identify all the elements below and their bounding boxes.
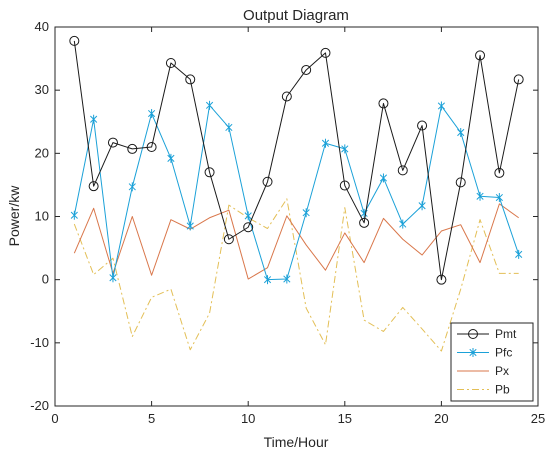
legend-item-pfc: Pfc: [457, 346, 512, 360]
data-point-pmt: [262, 176, 273, 187]
legend-label-pmt: Pmt: [495, 327, 517, 341]
data-point-pfc: [476, 191, 484, 201]
legend-item-px: Px: [457, 364, 509, 378]
x-tick-label: 15: [338, 411, 352, 426]
data-point-pfc: [109, 273, 117, 283]
y-tick-label: -20: [30, 398, 49, 413]
data-point-pfc: [148, 109, 156, 119]
legend-label-pfc: Pfc: [495, 346, 512, 360]
x-axis-title: Time/Hour: [264, 434, 329, 450]
data-point-pmt: [107, 137, 118, 148]
data-point-pmt: [397, 165, 408, 176]
data-point-pmt: [69, 35, 80, 46]
y-tick-label: 40: [35, 19, 49, 34]
data-point-pmt: [165, 58, 176, 69]
series-pmt: [69, 35, 524, 285]
y-tick-label: 20: [35, 145, 49, 160]
data-point-pfc: [515, 249, 523, 259]
legend-box: [450, 322, 534, 402]
data-point-pfc: [379, 173, 388, 183]
y-tick-label: 30: [35, 82, 49, 97]
data-point-pmt: [494, 167, 505, 178]
data-point-pmt: [281, 91, 292, 102]
data-point-pfc: [418, 201, 426, 211]
series-line-pmt: [73, 40, 520, 281]
series-line-pb: [73, 198, 519, 352]
legend-label-pb: Pb: [495, 383, 510, 397]
y-tick-label: -10: [30, 335, 49, 350]
data-point-pmt: [223, 234, 234, 245]
data-point-pmt: [301, 64, 312, 75]
data-point-pfc: [205, 100, 214, 110]
data-point-pfc: [341, 144, 349, 154]
data-point-pfc: [186, 221, 194, 231]
x-tick-label: 0: [51, 411, 58, 426]
y-tick-label: 0: [42, 272, 49, 287]
data-point-pfc: [437, 101, 445, 111]
legend: Pmt Pfc Px Pb: [450, 322, 534, 402]
data-point-pfc: [244, 211, 252, 221]
series-layer: [69, 35, 524, 352]
legend-item-pmt: Pmt: [457, 327, 517, 341]
data-point-pmt: [185, 74, 196, 85]
data-point-pfc: [90, 114, 98, 124]
data-point-pmt: [359, 217, 370, 228]
data-point-pmt: [513, 74, 524, 85]
data-point-pmt: [243, 222, 254, 233]
data-point-pmt: [417, 120, 428, 131]
data-point-pmt: [339, 180, 350, 191]
data-point-pfc: [495, 193, 503, 203]
data-point-pmt: [146, 142, 157, 153]
data-point-pfc: [128, 182, 136, 192]
x-tick-label: 25: [531, 411, 545, 426]
series-pfc: [70, 100, 523, 285]
chart-title: Output Diagram: [243, 7, 349, 24]
data-point-pmt: [436, 274, 447, 285]
legend-item-pb: Pb: [457, 383, 510, 397]
data-point-pfc: [167, 153, 175, 163]
legend-marker-pmt: [468, 329, 478, 339]
data-point-pfc: [302, 208, 310, 218]
data-point-pmt: [475, 50, 486, 61]
data-point-pmt: [127, 143, 138, 154]
data-point-pfc: [225, 122, 233, 132]
x-tick-label: 5: [148, 411, 155, 426]
ticks-layer: 0 5 10 15 20 25 -20 -10 0 10 20 30 40: [30, 19, 545, 426]
data-point-pmt: [88, 181, 99, 192]
data-point-pfc: [283, 274, 291, 284]
data-point-pmt: [204, 167, 215, 178]
data-point-pfc: [457, 127, 465, 137]
legend-label-px: Px: [495, 364, 509, 378]
data-point-pfc: [70, 210, 78, 220]
series-px: [73, 203, 519, 280]
data-point-pfc: [321, 138, 330, 148]
y-axis-title: Power/kw: [6, 185, 22, 247]
x-tick-label: 10: [241, 411, 255, 426]
series-line-px: [73, 203, 519, 280]
y-tick-label: 10: [35, 209, 49, 224]
data-point-pmt: [378, 98, 389, 109]
data-point-pmt: [320, 47, 331, 58]
legend-marker-pfc: [469, 348, 477, 357]
data-point-pmt: [455, 177, 466, 188]
series-pb: [73, 198, 519, 352]
data-point-pfc: [399, 219, 407, 229]
series-line-pfc: [73, 104, 520, 281]
x-tick-label: 20: [434, 411, 448, 426]
data-point-pfc: [263, 275, 272, 285]
